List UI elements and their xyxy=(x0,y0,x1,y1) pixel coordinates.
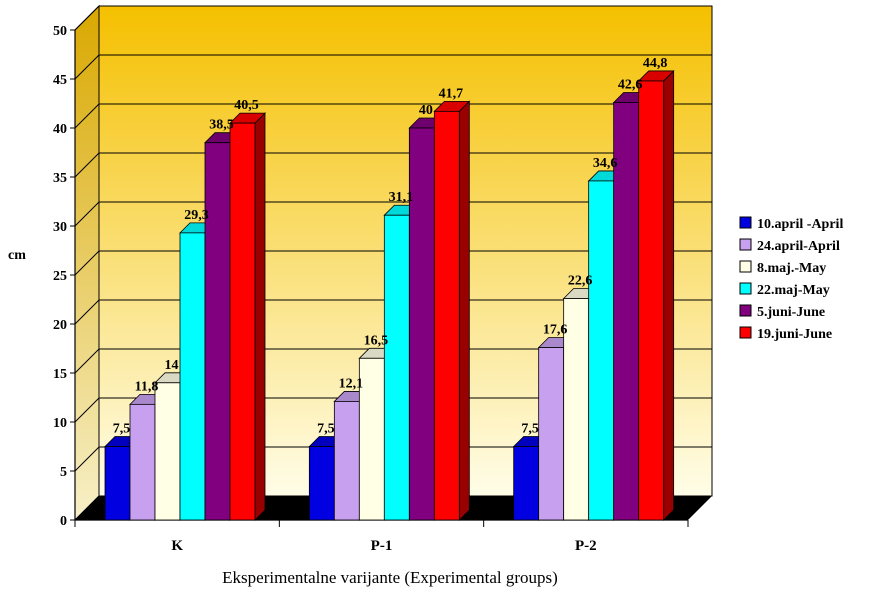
gridline xyxy=(74,54,712,80)
legend-item: 10.april -April xyxy=(739,216,843,232)
bar-side xyxy=(663,69,675,521)
gridline xyxy=(74,250,712,276)
data-label: 16,5 xyxy=(364,333,389,348)
gridline xyxy=(74,5,712,31)
legend-item: 8.maj.-May xyxy=(739,260,826,276)
gridlines xyxy=(74,5,712,521)
bar-side xyxy=(254,112,266,521)
legend-swatch xyxy=(739,282,752,295)
bar-front xyxy=(513,446,540,521)
bar-front xyxy=(104,446,131,521)
legend: 10.april -April 24.april-April 8.maj.-May 2… xyxy=(739,216,843,342)
gridline xyxy=(74,152,712,178)
data-label: 40,5 xyxy=(234,98,259,113)
legend-item: 5.juni-June xyxy=(739,304,825,320)
bar-front xyxy=(229,122,256,521)
bar-front xyxy=(588,180,615,521)
bars xyxy=(104,69,675,521)
data-label: 38,5 xyxy=(209,118,234,133)
legend-swatch xyxy=(739,326,752,339)
gridline xyxy=(74,201,712,227)
bar xyxy=(433,100,471,521)
legend-label: 5.juni-June xyxy=(757,305,825,320)
y-tick-label: 40 xyxy=(53,122,67,137)
data-label: 14 xyxy=(165,358,179,373)
data-label: 34,6 xyxy=(593,156,618,171)
y-tick-label: 35 xyxy=(53,171,67,186)
y-tick-label: 5 xyxy=(60,465,67,480)
bar-front xyxy=(154,382,181,521)
y-tick-label: 30 xyxy=(53,220,67,235)
y-tick-label: 0 xyxy=(60,514,67,529)
x-axis-title: Eksperimentalne varijante (Experimental … xyxy=(222,568,558,587)
legend-label: 8.maj.-May xyxy=(757,261,826,276)
data-label: 40 xyxy=(419,103,433,118)
y-tick-label: 45 xyxy=(53,73,67,88)
y-tick-label: 50 xyxy=(53,24,67,39)
legend-item: 24.april-April xyxy=(739,238,840,254)
bar-front xyxy=(433,110,460,521)
x-tick-label: K xyxy=(171,538,183,554)
bar-front xyxy=(638,80,665,521)
data-labels: 7,5 11,8 14 29,3 38,540,5 7,5 12,1 16,5 31,1 40 41… xyxy=(113,56,668,437)
legend-label: 10.april -April xyxy=(757,217,843,232)
bar xyxy=(637,69,675,521)
data-label: 44,8 xyxy=(643,56,668,71)
data-label: 12,1 xyxy=(339,376,364,391)
y-axis-title: cm xyxy=(8,248,26,263)
y-tick-label: 10 xyxy=(53,416,67,431)
legend-label: 22.maj-May xyxy=(757,283,830,298)
gridline xyxy=(74,103,712,129)
axis-text: 0 5 10 15 20 25 30 35 40 45 50 K P-1 P-2 cm Eksperiment… xyxy=(8,24,597,587)
legend-swatch xyxy=(739,304,752,317)
legend-item: 22.maj-May xyxy=(739,282,830,298)
bar-front xyxy=(129,403,156,521)
data-label: 7,5 xyxy=(317,422,335,437)
bar-front xyxy=(563,298,590,521)
bar-front xyxy=(383,214,410,521)
legend-label: 19.juni-June xyxy=(757,327,832,342)
bar-front xyxy=(179,232,206,521)
y-tick-label: 20 xyxy=(53,318,67,333)
data-label: 22,6 xyxy=(568,274,593,289)
legend-item: 19.juni-June xyxy=(739,326,832,342)
data-label: 7,5 xyxy=(113,422,131,437)
bar-front xyxy=(538,347,565,521)
bar-front xyxy=(204,142,231,521)
legend-swatch xyxy=(739,216,752,229)
data-label: 11,8 xyxy=(135,379,159,394)
legend-swatch xyxy=(739,238,752,251)
y-tick-label: 25 xyxy=(53,269,67,284)
bar-front xyxy=(358,357,385,521)
data-label: 17,6 xyxy=(543,323,568,338)
data-label: 29,3 xyxy=(184,208,209,223)
data-label: 7,5 xyxy=(521,422,539,437)
y-tick-label: 15 xyxy=(53,367,67,382)
data-label: 31,1 xyxy=(389,190,414,205)
bar-side xyxy=(458,100,470,521)
data-label: 41,7 xyxy=(439,86,464,101)
data-label: 42,6 xyxy=(618,78,643,93)
bar-front xyxy=(333,401,360,521)
bar-front xyxy=(408,127,435,521)
bar-front xyxy=(613,102,640,521)
gridline xyxy=(74,446,712,472)
gridline xyxy=(74,348,712,374)
legend-swatch xyxy=(739,260,752,273)
gridline xyxy=(74,299,712,325)
legend-label: 24.april-April xyxy=(757,239,840,254)
x-tick-label: P-2 xyxy=(575,538,597,554)
gridline xyxy=(74,397,712,423)
bar-front xyxy=(308,446,335,521)
bar xyxy=(229,112,266,521)
x-tick-label: P-1 xyxy=(371,538,393,554)
